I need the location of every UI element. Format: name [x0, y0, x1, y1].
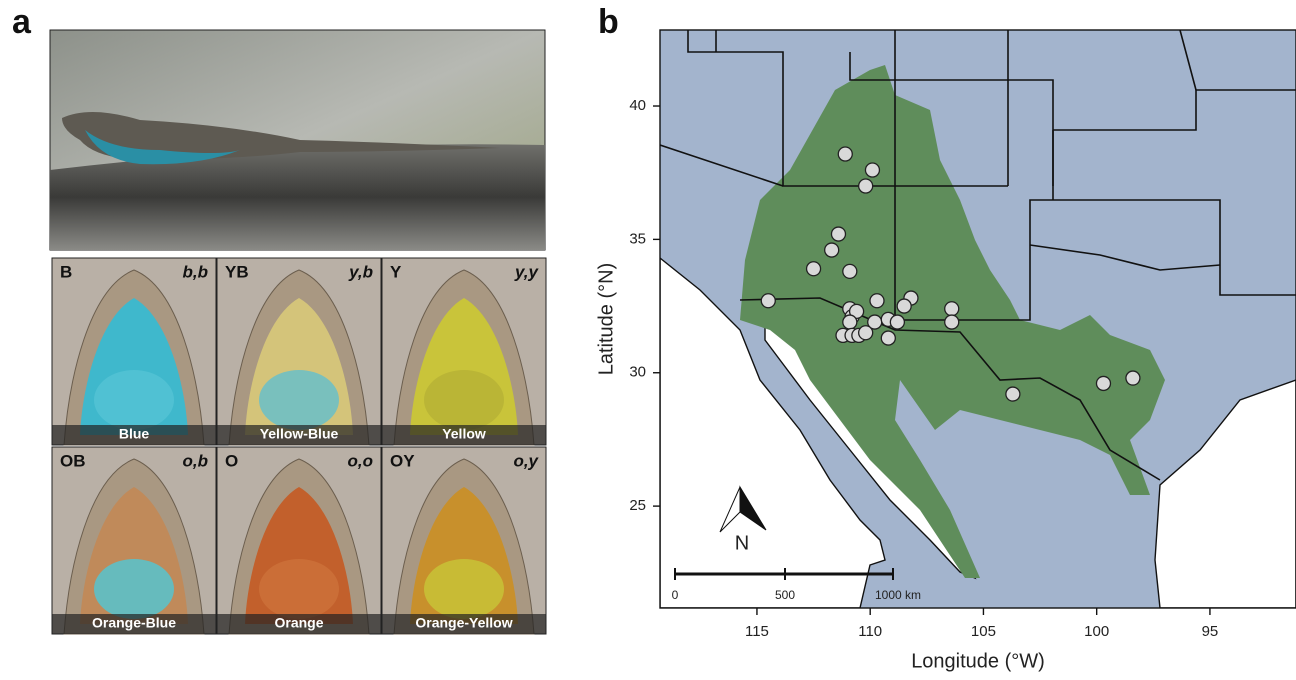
scale-label: 0 — [672, 588, 679, 602]
sample-site — [870, 294, 884, 308]
tile-code: OB — [60, 451, 86, 470]
panel-letter: b — [598, 3, 619, 41]
lizard-photo — [50, 30, 545, 250]
y-tick-label: 35 — [629, 230, 646, 247]
tile-genotype: y,b — [348, 262, 373, 281]
sample-site — [838, 147, 852, 161]
y-tick-label: 40 — [629, 97, 646, 114]
x-tick-label: 115 — [745, 623, 769, 640]
panel-letter: a — [12, 3, 32, 41]
tile-genotype: o,y — [513, 451, 539, 470]
sample-site — [825, 243, 839, 257]
x-tick-label: 105 — [971, 623, 996, 640]
head-patch — [424, 370, 504, 430]
figure: a Bb,b Blue YB y,b Yellow-Blue Yy,y Yellow OB o,… — [0, 0, 1296, 675]
tile-caption: Blue — [119, 426, 150, 442]
scale-label: 1000 km — [875, 588, 921, 602]
x-tick-label: 100 — [1084, 623, 1109, 640]
tile-genotype: o,o — [348, 451, 374, 470]
tile-genotype: o,b — [183, 451, 209, 470]
x-tick-label: 110 — [858, 623, 882, 640]
x-axis-title: Longitude (°W) — [911, 650, 1045, 672]
head-patch — [94, 370, 174, 430]
tile-genotype: y,y — [514, 262, 540, 281]
tile-code: OY — [390, 451, 415, 470]
sample-site — [761, 294, 775, 308]
tile-code: YB — [225, 262, 249, 281]
head-patch — [259, 370, 339, 430]
sample-site — [1006, 387, 1020, 401]
head-patch — [94, 559, 174, 619]
y-tick-label: 30 — [629, 364, 646, 381]
head-patch — [259, 559, 339, 619]
sample-site — [865, 163, 879, 177]
tile-code: B — [60, 262, 72, 281]
tile-caption: Orange — [274, 615, 323, 631]
sample-site — [831, 227, 845, 241]
north-label: N — [735, 532, 749, 554]
scale-label: 500 — [775, 588, 795, 602]
sample-site — [843, 315, 857, 329]
sample-site — [1126, 371, 1140, 385]
sample-site — [881, 331, 895, 345]
sample-site — [897, 299, 911, 313]
sample-site — [945, 315, 959, 329]
tile-genotype: b,b — [183, 262, 209, 281]
sample-site — [945, 302, 959, 316]
tile-caption: Orange-Yellow — [415, 615, 512, 631]
tile-code: O — [225, 451, 238, 470]
tile-code: Y — [390, 262, 402, 281]
tile-caption: Yellow-Blue — [260, 426, 339, 442]
sample-site — [843, 264, 857, 278]
sample-site — [807, 262, 821, 276]
y-axis-title: Latitude (°N) — [595, 263, 617, 376]
sample-site — [890, 315, 904, 329]
head-patch — [424, 559, 504, 619]
sample-site — [859, 326, 873, 340]
y-tick-label: 25 — [629, 497, 646, 514]
tile-caption: Orange-Blue — [92, 615, 176, 631]
sample-site — [859, 179, 873, 193]
sample-site — [1096, 376, 1110, 390]
x-tick-label: 95 — [1202, 623, 1219, 640]
tile-caption: Yellow — [442, 426, 486, 442]
